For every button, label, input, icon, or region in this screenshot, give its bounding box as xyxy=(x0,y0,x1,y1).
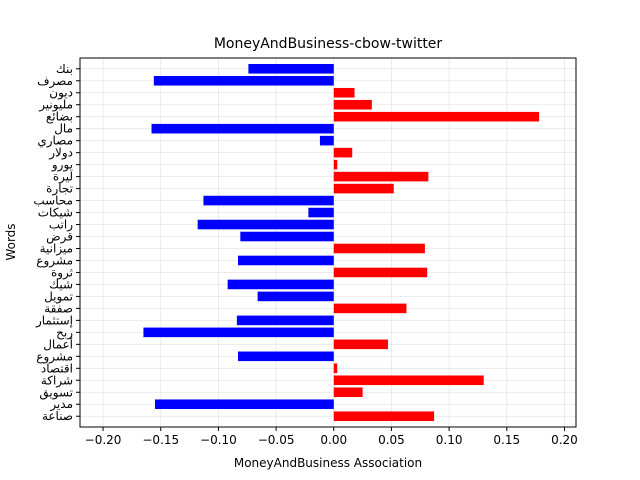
y-tick-label: محاسب xyxy=(33,194,73,208)
y-tick-label: ربح xyxy=(56,325,73,340)
y-tick-label: مليونير xyxy=(38,98,73,113)
y-tick-label: إستثمار xyxy=(35,313,73,328)
x-tick-label: 0.05 xyxy=(378,433,405,447)
bar xyxy=(333,375,484,386)
bar-layer xyxy=(143,63,540,422)
bar xyxy=(319,135,334,146)
y-tick-label: مصرف xyxy=(37,74,73,89)
y-tick-label: مشروع xyxy=(36,349,73,364)
bar xyxy=(333,87,355,98)
bar xyxy=(227,279,334,290)
plot-frame xyxy=(79,57,577,428)
y-tick-label: تسويق xyxy=(39,385,73,400)
y-tick-label: قرض xyxy=(46,230,73,245)
y-tick-label: ميزانية xyxy=(40,241,73,256)
bar xyxy=(203,195,334,206)
bar xyxy=(238,351,334,362)
y-tick-label: ديون xyxy=(49,86,73,101)
y-tick-label: مشروع xyxy=(36,253,73,268)
y-tick-label: اقتصاد xyxy=(41,361,73,375)
bar xyxy=(151,123,334,134)
x-axis-label: MoneyAndBusiness Association xyxy=(234,456,422,470)
x-tick-label: 0.15 xyxy=(493,433,520,447)
y-axis-label: Words xyxy=(4,223,18,260)
x-tick-label: 0.20 xyxy=(551,433,578,447)
y-tick-label: صفقة xyxy=(44,301,73,315)
bar xyxy=(333,111,540,122)
bar xyxy=(248,63,334,74)
bar xyxy=(333,363,338,374)
x-tick-label: −0.10 xyxy=(200,433,237,447)
bar xyxy=(333,339,388,350)
x-tick-label: 0.00 xyxy=(320,433,347,447)
y-tick-label: مال xyxy=(54,122,73,136)
y-tick-label: بنك xyxy=(56,62,73,76)
bar xyxy=(197,219,334,230)
y-tick-label: شراكة xyxy=(41,373,73,388)
x-tick-label: −0.20 xyxy=(85,433,122,447)
x-tick-label: −0.15 xyxy=(142,433,179,447)
y-tick-label: مصاري xyxy=(37,134,73,149)
bar xyxy=(333,303,407,314)
bar xyxy=(333,387,363,398)
y-tick-label: أعمال xyxy=(43,336,73,351)
y-tick-label: يورو xyxy=(51,158,73,173)
y-tick-label: شيك xyxy=(49,277,73,291)
bar xyxy=(236,315,334,326)
bar xyxy=(333,99,372,110)
y-tick-label: ليرة xyxy=(53,170,73,185)
y-tick-label: دولار xyxy=(48,146,73,161)
y-tick-label: تمويل xyxy=(44,289,73,304)
x-tick-label: −0.05 xyxy=(258,433,295,447)
y-tick-label: تجارة xyxy=(46,182,73,197)
y-tick-label: راتب xyxy=(49,218,73,233)
bar xyxy=(333,159,338,170)
y-tick-label: مدير xyxy=(49,397,73,412)
bar xyxy=(257,291,334,302)
y-axis-ticks: صناعةمديرتسويقشراكةاقتصادمشروعأعمالربحإس… xyxy=(33,62,80,423)
y-tick-label: شيكات xyxy=(38,206,73,220)
y-tick-label: صناعة xyxy=(42,409,73,423)
bar xyxy=(333,147,353,158)
bar xyxy=(333,267,428,278)
bar xyxy=(333,243,425,254)
x-axis-ticks: −0.20 −0.15 −0.10 −0.05 0.00 0.05 0.10 0.15 0.20 xyxy=(85,427,578,447)
bar xyxy=(333,411,435,422)
bar xyxy=(154,399,334,410)
bar xyxy=(333,183,394,194)
bar xyxy=(238,255,334,266)
bar xyxy=(240,231,334,242)
bar xyxy=(143,327,334,338)
chart-title: MoneyAndBusiness-cbow-twitter xyxy=(214,36,443,52)
bar xyxy=(308,207,334,218)
x-tick-label: 0.10 xyxy=(436,433,463,447)
bar xyxy=(333,171,429,182)
y-tick-label: بضائع xyxy=(46,110,73,124)
bar xyxy=(153,75,334,86)
y-tick-label: ثروة xyxy=(51,265,73,280)
